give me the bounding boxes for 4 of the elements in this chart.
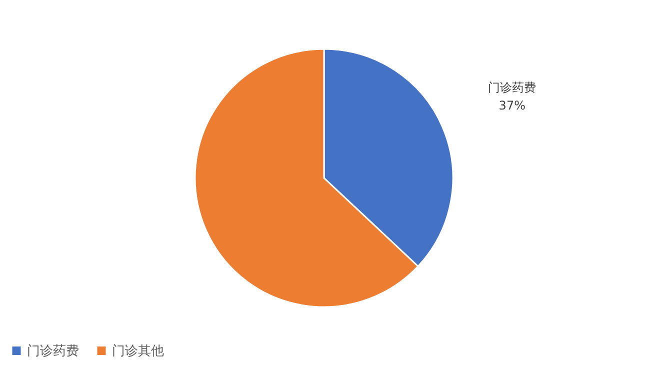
legend-label: 门诊药费 <box>27 342 79 359</box>
legend-label: 门诊其他 <box>112 342 164 359</box>
data-label: 37% <box>498 98 526 113</box>
slice-label: 门诊药费 <box>488 80 536 95</box>
